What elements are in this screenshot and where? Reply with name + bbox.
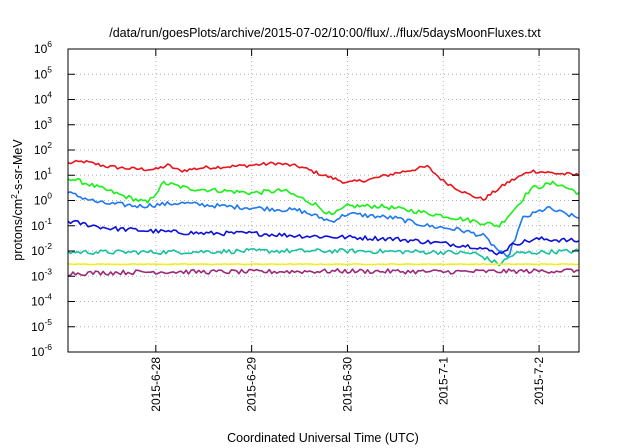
y-tick-base: 10	[31, 219, 45, 233]
y-tick-label: 10-1	[31, 216, 52, 233]
y-tick-exp: 3	[47, 115, 52, 125]
y-axis-label: protons/cm2-s-sr-MeV	[9, 139, 25, 261]
x-tick-label: 2015-6-28	[149, 357, 163, 412]
y-tick-base: 10	[34, 168, 48, 182]
y-tick-exp: 4	[47, 90, 52, 100]
x-ticks: 2015-6-28 2015-6-29 2015-6-30 2015-7-1 2015-…	[149, 49, 546, 412]
x-tick-label: 2015-7-1	[436, 357, 450, 405]
y-tick-base: 10	[34, 42, 48, 56]
x-tick-label: 2015-6-29	[245, 357, 259, 412]
series-line-3	[67, 191, 580, 258]
y-tick-exp: -1	[44, 216, 52, 226]
y-tick-label: 102	[34, 140, 52, 157]
chart-title: /data/run/goesPlots/archive/2015-07-02/1…	[109, 26, 541, 40]
y-tick-base: 10	[31, 320, 45, 334]
y-tick-label: 105	[34, 64, 52, 81]
y-tick-exp: 0	[47, 191, 52, 201]
y-tick-base: 10	[34, 118, 48, 132]
y-tick-label: 106	[34, 39, 52, 56]
y-tick-label: 104	[34, 90, 52, 107]
y-tick-label: 10-2	[31, 241, 52, 258]
y-tick-label: 10-3	[31, 266, 52, 283]
series-line-6	[67, 263, 580, 266]
y-axis-label-exp: 2	[9, 194, 19, 199]
y-ticks: 10610510410310210110010-110-210-310-410-…	[31, 39, 579, 359]
series-group	[67, 159, 580, 277]
y-tick-base: 10	[34, 143, 48, 157]
y-tick-label: 10-4	[31, 292, 52, 309]
y-tick-label: 10-5	[31, 317, 52, 334]
y-tick-label: 100	[34, 191, 52, 208]
y-tick-exp: -3	[44, 266, 52, 276]
y-tick-label: 101	[34, 165, 52, 182]
y-tick-base: 10	[34, 93, 48, 107]
x-tick-label: 2015-7-2	[532, 357, 546, 405]
y-tick-base: 10	[34, 67, 48, 81]
series-line-7	[68, 268, 579, 277]
y-tick-base: 10	[31, 295, 45, 309]
series-line-4	[67, 219, 580, 256]
series-line-5	[67, 248, 580, 267]
y-tick-base: 10	[31, 269, 45, 283]
series-line-2	[67, 177, 580, 228]
y-tick-base: 10	[31, 244, 45, 258]
series-line-1	[67, 159, 580, 201]
y-tick-exp: 5	[47, 64, 52, 74]
y-tick-label: 10-6	[31, 342, 52, 359]
x-tick-label: 2015-6-30	[340, 357, 354, 412]
y-tick-exp: 2	[47, 140, 52, 150]
y-tick-exp: 1	[47, 165, 52, 175]
y-axis-label-rest: -s-sr-MeV	[11, 139, 25, 195]
x-axis-label: Coordinated Universal Time (UTC)	[227, 431, 419, 445]
y-axis-label-main: protons/cm	[11, 199, 25, 261]
y-tick-exp: -5	[44, 317, 52, 327]
y-tick-exp: -2	[44, 241, 52, 251]
y-tick-base: 10	[31, 345, 45, 359]
y-tick-exp: -6	[44, 342, 52, 352]
y-tick-exp: 6	[47, 39, 52, 49]
y-tick-exp: -4	[44, 292, 52, 302]
y-tick-base: 10	[34, 194, 48, 208]
y-tick-label: 103	[34, 115, 52, 132]
grid	[68, 49, 579, 352]
